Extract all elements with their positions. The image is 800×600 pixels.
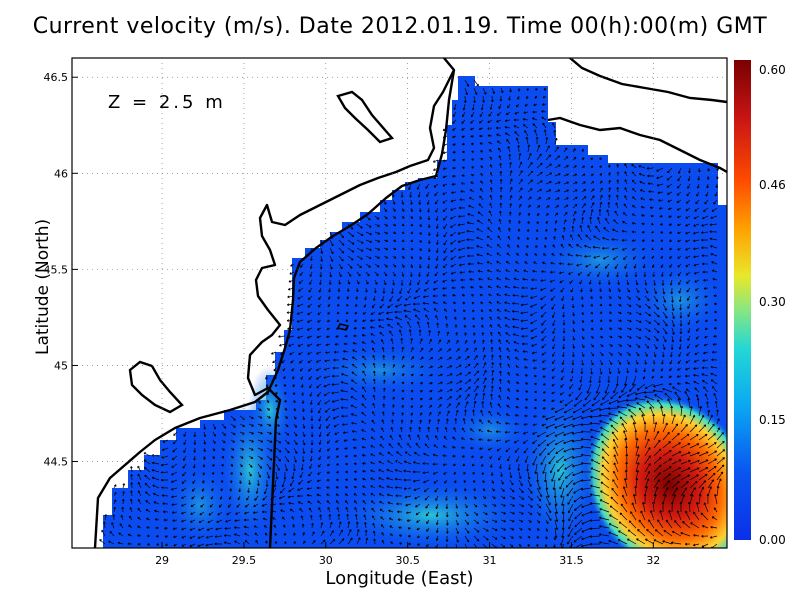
y-tick-label: 45 [54, 359, 68, 372]
x-tick-label: 32 [646, 554, 660, 567]
arrow-field [99, 79, 726, 548]
depth-label: Z = 2.5 m [108, 92, 226, 113]
plot-frame [71, 57, 728, 549]
y-tick-label: 45.5 [44, 263, 69, 276]
y-axis-label: Latitude (North) [33, 218, 53, 355]
x-tick-label: 31 [483, 554, 497, 567]
x-tick-label: 30 [319, 554, 333, 567]
velocity-arrows [99, 79, 726, 548]
y-tick-label: 44.5 [44, 456, 69, 469]
colorbar-label: 0.00 [759, 533, 786, 547]
colorbar [734, 60, 751, 540]
figure-title: Current velocity (m/s). Date 2012.01.19.… [32, 14, 768, 39]
y-tick-label: 46.5 [44, 71, 69, 84]
colorbar-label: 0.46 [759, 178, 786, 192]
x-tick-label: 29.5 [232, 554, 257, 567]
coastline [93, 58, 456, 548]
x-tick-label: 29 [155, 554, 169, 567]
colorbar-label: 0.30 [759, 295, 786, 309]
colorbar-label: 0.15 [759, 413, 786, 427]
y-tick-label: 46 [54, 167, 68, 180]
x-tick-label: 31.5 [559, 554, 584, 567]
high-speed-core [584, 394, 727, 548]
x-axis-label: Longitude (East) [325, 568, 474, 589]
graticule [72, 58, 727, 548]
axis-ticks: 29 29.5 30 30.5 31 31.5 32 46.5 46 45.5 45 44.5 [44, 71, 661, 567]
x-tick-label: 30.5 [395, 554, 420, 567]
colorbar-label: 0.60 [759, 63, 786, 77]
colorbar-labels: 0.60 0.46 0.30 0.15 0.00 [759, 63, 786, 547]
